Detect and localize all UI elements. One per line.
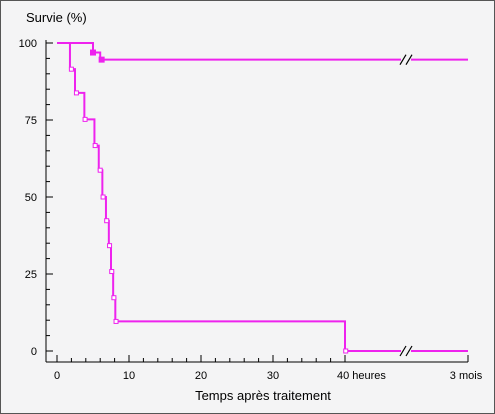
series-1 xyxy=(57,42,468,65)
series-2-break-mark-2 xyxy=(405,345,413,357)
series-2-marker-4 xyxy=(92,143,98,149)
y-tick-label-75: 75 xyxy=(25,115,37,127)
y-axis-label: Survie (%) xyxy=(26,10,87,25)
series-2-marker-3 xyxy=(82,116,88,122)
series-2-line xyxy=(57,42,401,352)
series-layer xyxy=(57,42,468,357)
y-tick-label-25: 25 xyxy=(25,269,37,281)
series-1-break-mark-2 xyxy=(405,54,413,65)
x-tick-label-10: 10 xyxy=(123,370,135,382)
x-axis-label: Temps après traitement xyxy=(195,388,331,403)
series-2-marker-11 xyxy=(113,318,119,324)
y-tick-label-0: 0 xyxy=(31,346,37,358)
series-2-marker-5 xyxy=(97,167,103,173)
x-tick-label-40: 40 heures xyxy=(337,370,386,382)
series-1-break-mark-1 xyxy=(399,54,407,65)
series-2-marker-9 xyxy=(109,269,115,275)
series-1-marker-1 xyxy=(90,49,96,56)
x-tick-label-30: 30 xyxy=(267,370,279,382)
y-tick-label-50: 50 xyxy=(25,192,37,204)
series-2 xyxy=(57,42,468,357)
x-tick-label-3-mois: 3 mois xyxy=(450,370,483,382)
series-1-line xyxy=(57,42,401,61)
series-2-marker-10 xyxy=(111,295,117,301)
series-2-marker-12 xyxy=(343,348,349,354)
series-2-marker-2 xyxy=(73,90,79,96)
series-1-marker-2 xyxy=(98,56,105,63)
series-2-marker-1 xyxy=(68,66,74,72)
series-2-break-mark-1 xyxy=(399,345,407,357)
x-tick-label-0: 0 xyxy=(54,370,60,382)
series-2-marker-8 xyxy=(107,243,113,249)
axes: 0 25 50 75 100 0 10 20 30 40 heures xyxy=(19,38,469,382)
y-tick-label-100: 100 xyxy=(19,38,37,50)
series-2-marker-7 xyxy=(104,218,110,224)
series-2-marker-6 xyxy=(100,194,106,200)
x-tick-label-20: 20 xyxy=(195,370,207,382)
